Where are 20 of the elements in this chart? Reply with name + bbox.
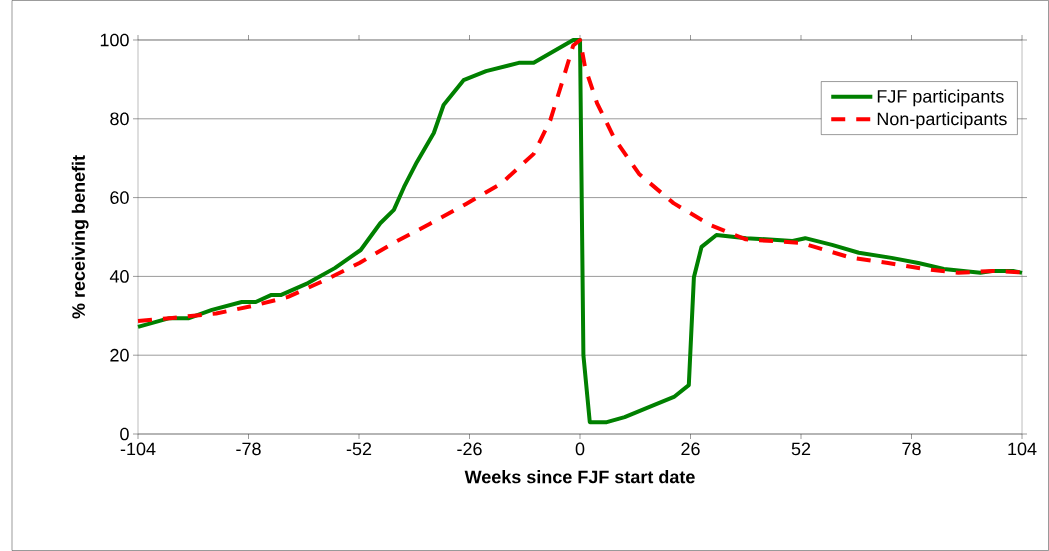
y-tick-label: 40	[109, 270, 129, 283]
x-tick-label: -104	[120, 442, 156, 456]
x-tick-label: -52	[346, 442, 372, 456]
x-tick-label: -78	[236, 442, 261, 456]
line-series	[136, 38, 1025, 425]
x-tick-label: 52	[791, 442, 811, 456]
legend-label: Non-participants	[877, 112, 1007, 129]
x-tick-label: 104	[1008, 442, 1037, 456]
x-tick-label: 78	[902, 442, 921, 456]
legend-label: FJF participants	[877, 89, 1004, 107]
y-tick-label: 20	[110, 348, 129, 362]
y-tick-label: 0	[120, 427, 129, 441]
x-tick-label: 0	[575, 442, 585, 456]
x-axis-title: Weeks since FJF start date	[464, 470, 695, 484]
y-tick-label: 80	[110, 112, 129, 126]
y-axis-title: % receiving benefit	[71, 155, 89, 319]
x-tick-label: -26	[457, 442, 482, 456]
y-tick-label: 60	[110, 191, 129, 204]
y-tick-label: 100	[100, 33, 129, 47]
x-tick-label: 26	[681, 442, 700, 456]
